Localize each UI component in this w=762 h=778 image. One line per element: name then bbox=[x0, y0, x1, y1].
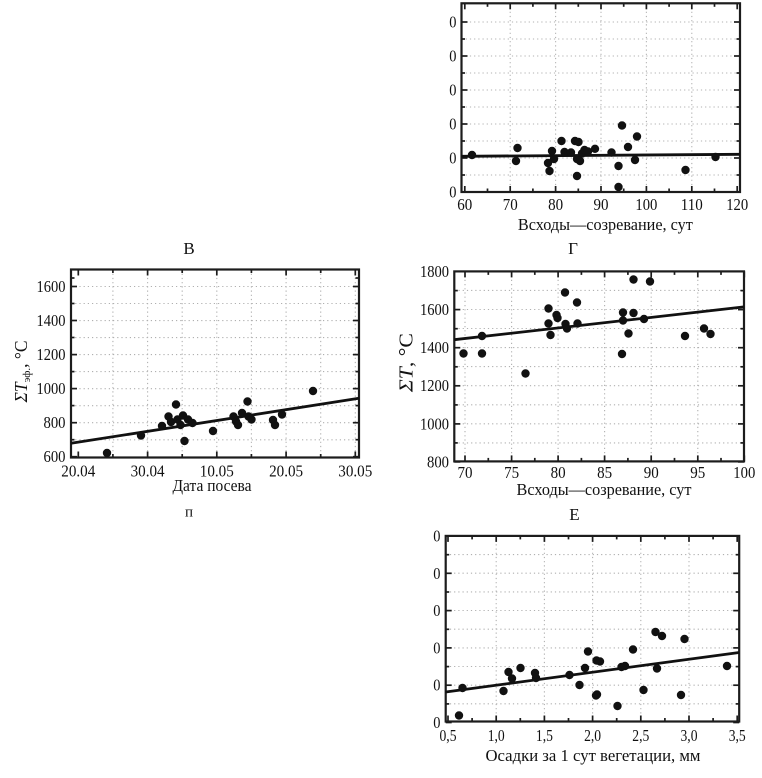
svg-text:1200: 1200 bbox=[37, 345, 66, 364]
svg-text:0,5: 0,5 bbox=[440, 726, 457, 745]
svg-text:Е: Е bbox=[569, 505, 579, 524]
svg-text:0: 0 bbox=[449, 114, 456, 133]
svg-text:1200: 1200 bbox=[420, 376, 449, 395]
svg-text:20.05: 20.05 bbox=[269, 461, 303, 480]
svg-text:80: 80 bbox=[548, 195, 563, 214]
svg-text:В: В bbox=[183, 239, 194, 258]
svg-text:0: 0 bbox=[433, 713, 440, 732]
svg-text:2,5: 2,5 bbox=[632, 726, 649, 745]
svg-text:Осадки за 1 сут вегетации, мм: Осадки за 1 сут вегетации, мм bbox=[486, 746, 702, 765]
svg-text:60: 60 bbox=[457, 195, 472, 214]
svg-text:800: 800 bbox=[427, 452, 449, 471]
svg-text:п: п bbox=[185, 505, 193, 521]
svg-text:1600: 1600 bbox=[37, 277, 66, 296]
svg-text:Всходы—созревание, сут: Всходы—созревание, сут bbox=[518, 215, 693, 234]
svg-text:0: 0 bbox=[433, 564, 440, 583]
svg-text:ΣTэф., °С: ΣTэф., °С bbox=[11, 340, 33, 403]
svg-text:2,0: 2,0 bbox=[584, 726, 601, 745]
svg-text:20.04: 20.04 bbox=[61, 461, 95, 480]
svg-text:1400: 1400 bbox=[420, 338, 449, 357]
svg-text:1,0: 1,0 bbox=[488, 726, 505, 745]
svg-text:ΣT, °С: ΣT, °С bbox=[396, 333, 418, 393]
svg-text:30.05: 30.05 bbox=[338, 461, 372, 480]
svg-text:110: 110 bbox=[681, 195, 703, 214]
svg-text:1000: 1000 bbox=[37, 379, 66, 398]
svg-text:Всходы—созревание, сут: Всходы—созревание, сут bbox=[517, 480, 692, 499]
svg-text:75: 75 bbox=[504, 463, 519, 482]
svg-text:0: 0 bbox=[449, 148, 456, 167]
svg-text:85: 85 bbox=[597, 463, 612, 482]
svg-text:0: 0 bbox=[433, 601, 440, 620]
svg-text:0: 0 bbox=[449, 182, 456, 201]
svg-text:10.05: 10.05 bbox=[200, 461, 234, 480]
svg-text:1400: 1400 bbox=[37, 311, 66, 330]
svg-text:3,0: 3,0 bbox=[681, 726, 698, 745]
svg-text:800: 800 bbox=[44, 413, 66, 432]
svg-text:1600: 1600 bbox=[420, 300, 449, 319]
svg-text:600: 600 bbox=[44, 447, 66, 466]
svg-text:90: 90 bbox=[644, 463, 659, 482]
svg-text:1800: 1800 bbox=[420, 262, 449, 281]
svg-text:80: 80 bbox=[551, 463, 566, 482]
svg-text:Г: Г bbox=[568, 239, 578, 258]
svg-text:Дата посева: Дата посева bbox=[173, 476, 253, 495]
svg-text:3,5: 3,5 bbox=[729, 726, 746, 745]
svg-text:0: 0 bbox=[449, 12, 456, 31]
svg-text:100: 100 bbox=[635, 195, 657, 214]
svg-text:95: 95 bbox=[690, 463, 705, 482]
svg-text:70: 70 bbox=[458, 463, 473, 482]
svg-text:120: 120 bbox=[726, 195, 748, 214]
svg-text:70: 70 bbox=[503, 195, 518, 214]
svg-text:100: 100 bbox=[733, 463, 755, 482]
svg-text:0: 0 bbox=[449, 47, 456, 66]
svg-text:0: 0 bbox=[433, 638, 440, 657]
svg-text:1,5: 1,5 bbox=[536, 726, 553, 745]
svg-text:90: 90 bbox=[594, 195, 609, 214]
svg-text:0: 0 bbox=[449, 81, 456, 100]
svg-text:1000: 1000 bbox=[420, 414, 449, 433]
svg-text:30.04: 30.04 bbox=[131, 461, 165, 480]
svg-text:0: 0 bbox=[433, 676, 440, 695]
svg-text:0: 0 bbox=[433, 527, 440, 546]
